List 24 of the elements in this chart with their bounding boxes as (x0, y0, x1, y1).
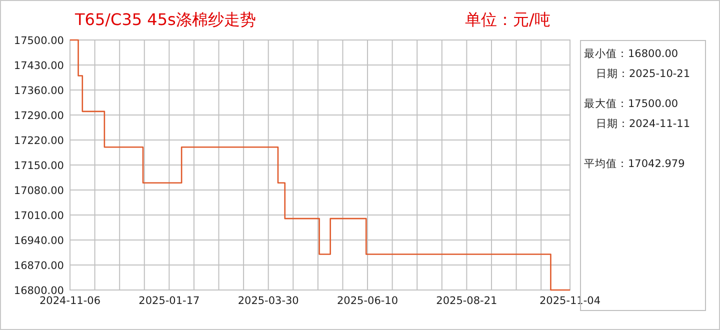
y-tick-label: 17430.00 (14, 60, 64, 72)
x-tick-label: 2024-11-06 (39, 295, 101, 307)
y-tick-label: 17220.00 (14, 135, 64, 147)
y-tick-label: 17500.00 (14, 35, 64, 47)
x-tick-label: 2025-08-21 (436, 295, 498, 307)
text: 最大值：17500.00 (584, 97, 678, 110)
x-tick-label: 2025-01-17 (138, 295, 200, 307)
y-tick-label: 17290.00 (14, 110, 64, 122)
chart-title: T65/C35 45s涤棉纱走势 (74, 10, 256, 29)
text: 最小值：16800.00 (584, 47, 678, 60)
y-tick-label: 17080.00 (14, 185, 64, 197)
text: 日期：2024-11-11 (596, 118, 690, 130)
x-tick-label: 2025-11-04 (539, 295, 601, 307)
y-tick-label: 17360.00 (14, 85, 64, 97)
text: 日期：2025-10-21 (596, 68, 690, 80)
y-tick-label: 17010.00 (14, 210, 64, 222)
y-tick-label: 16800.00 (14, 285, 64, 297)
chart-subtitle: 单位：元/吨 (465, 10, 550, 29)
text: 平均值：17042.979 (584, 158, 685, 170)
y-tick-label: 16870.00 (14, 260, 64, 272)
x-tick-label: 2025-06-10 (337, 295, 398, 307)
x-tick-label: 2025-03-30 (238, 295, 299, 307)
y-tick-label: 16940.00 (14, 235, 64, 247)
y-tick-label: 17150.00 (14, 160, 64, 172)
